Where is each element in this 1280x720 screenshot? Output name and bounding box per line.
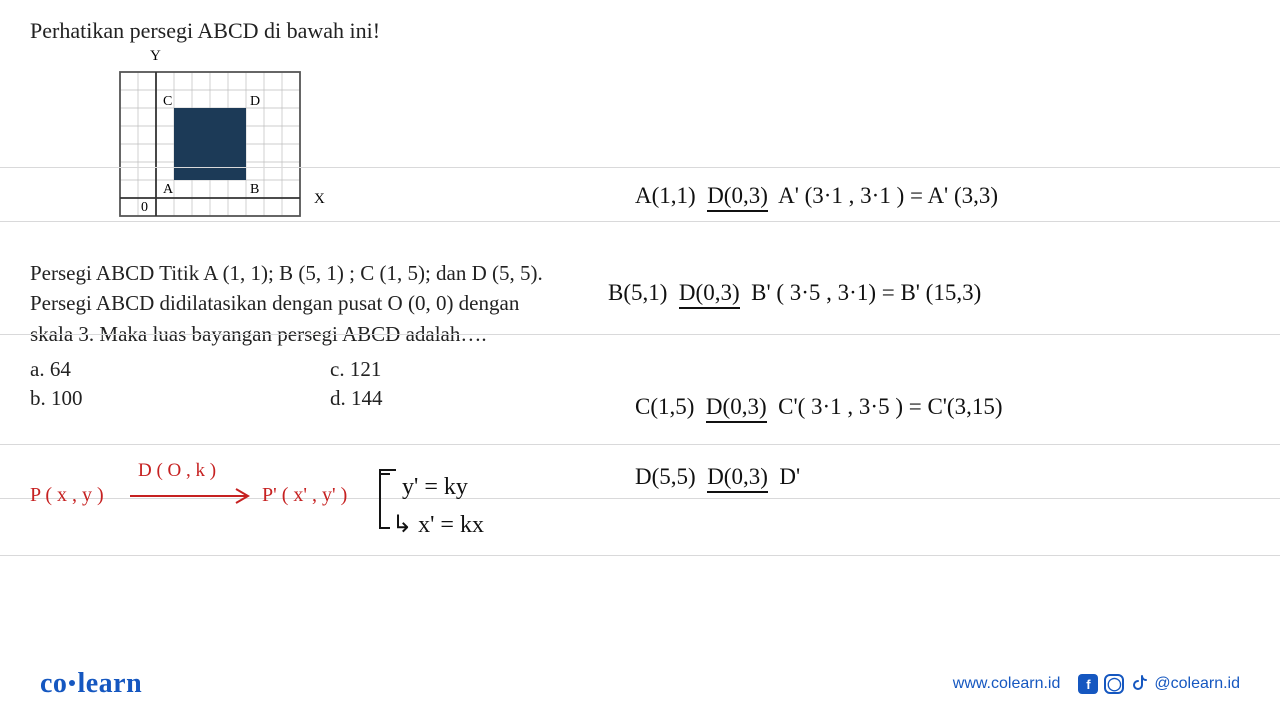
rule-line [0, 167, 1280, 168]
facebook-icon: f [1078, 674, 1098, 694]
hw-xprime: ↳ x' = kx [392, 510, 484, 539]
axis-x-label: X [314, 191, 325, 207]
option-d: d. 144 [330, 384, 383, 413]
problem-text: Persegi ABCD Titik A (1, 1); B (5, 1) ; … [30, 258, 620, 349]
instagram-icon: ◯ [1104, 674, 1124, 694]
option-c: c. 121 [330, 355, 383, 384]
hw-line-4: D(5,5) D(0,3) D' [635, 464, 800, 493]
problem-line-1: Persegi ABCD Titik A (1, 1); B (5, 1) ; … [30, 258, 620, 288]
brand-logo: colearn [40, 668, 142, 700]
hw-xprime-text: x' = kx [418, 512, 484, 538]
label-b: B [250, 182, 259, 197]
formula-row: P ( x , y ) D ( O , k ) P' ( x' , y' ) y… [30, 464, 620, 534]
square-abcd [174, 108, 246, 180]
label-d: D [250, 94, 260, 109]
left-column: Persegi ABCD Titik A (1, 1); B (5, 1) ; … [30, 258, 620, 413]
brand-dot-icon [69, 680, 75, 686]
tiktok-icon [1130, 674, 1148, 694]
problem-line-2: Persegi ABCD didilatasikan dengan pusat … [30, 288, 620, 318]
footer-url: www.colearn.id [953, 675, 1061, 693]
option-a: a. 64 [30, 355, 330, 384]
brand-left: co [40, 668, 67, 699]
hw-dilate-4: D(0,3) [707, 464, 768, 493]
rule-line [0, 444, 1280, 445]
hw-yprime: y' = ky [402, 474, 468, 501]
hw-line-2: B(5,1) D(0,3) B' ( 3·5 , 3·1) = B' (15,3… [608, 280, 981, 309]
options-col-2: c. 121 d. 144 [330, 355, 383, 413]
formula-pprime: P' ( x' , y' ) [262, 484, 347, 507]
formula-dok: D ( O , k ) [138, 460, 216, 482]
options-col-1: a. 64 b. 100 [30, 355, 330, 413]
footer: colearn www.colearn.id f ◯ @colearn.id [0, 668, 1280, 700]
label-origin: 0 [141, 200, 148, 215]
hw-dilate-1: D(0,3) [707, 183, 768, 212]
hw-dilate-2: D(0,3) [679, 280, 740, 309]
axis-y-label: Y [150, 48, 161, 64]
arrow-icon [128, 486, 258, 506]
social-group: f ◯ @colearn.id [1078, 674, 1240, 694]
grid-figure: Y C D A B 0 X [100, 48, 330, 248]
brand-right: learn [77, 668, 142, 699]
hw-dilate-3: D(0,3) [706, 394, 767, 423]
page-root: Perhatikan persegi ABCD di bawah ini! Y … [0, 0, 1280, 720]
question-title: Perhatikan persegi ABCD di bawah ini! [30, 18, 1250, 44]
social-handle: @colearn.id [1154, 675, 1240, 693]
hw-line-3: C(1,5) D(0,3) C'( 3·1 , 3·5 ) = C'(3,15) [635, 394, 1003, 423]
rule-line [0, 334, 1280, 335]
hw-line-1: A(1,1) D(0,3) A' (3·1 , 3·1 ) = A' (3,3) [635, 183, 998, 212]
rule-line [0, 555, 1280, 556]
option-b: b. 100 [30, 384, 330, 413]
formula-pxy: P ( x , y ) [30, 484, 104, 507]
label-a: A [163, 182, 174, 197]
options: a. 64 b. 100 c. 121 d. 144 [30, 355, 620, 413]
rule-line [0, 221, 1280, 222]
figure-wrap: Y C D A B 0 X [100, 48, 1250, 248]
label-c: C [163, 94, 172, 109]
footer-right: www.colearn.id f ◯ @colearn.id [953, 674, 1240, 694]
